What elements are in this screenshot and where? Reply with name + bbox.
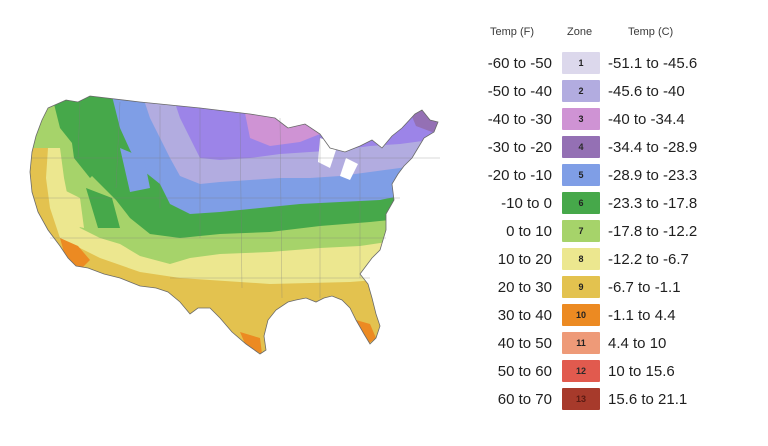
zone-swatch: 11 [562,332,600,354]
legend-row: 10 to 20 8 -12.2 to -6.7 [470,248,760,272]
legend-temp-f: 0 to 10 [506,223,552,240]
legend-temp-c: -1.1 to 4.4 [608,307,676,324]
legend-temp-f: 50 to 60 [497,363,552,380]
zone-swatch: 10 [562,304,600,326]
zone-10-florida-area [356,320,376,344]
legend-temp-c: -40 to -34.4 [608,111,685,128]
zone-3-area [240,96,320,146]
legend-temp-c: 15.6 to 21.1 [608,391,688,408]
legend-header-zone: Zone [567,26,593,38]
legend-row: -60 to -50 1 -51.1 to -45.6 [470,52,760,76]
state-borders [32,101,440,299]
legend-row: 30 to 40 10 -1.1 to 4.4 [470,304,760,328]
legend-temp-f: -50 to -40 [487,83,552,100]
legend-row: 40 to 50 11 4.4 to 10 [470,332,760,356]
zone-9-west-area [30,118,60,248]
zone-5-mountain-area [120,148,150,192]
legend-header-celsius: Temp (C) [628,26,674,38]
legend-row: 20 to 30 9 -6.7 to -1.1 [470,276,760,300]
lake-michigan [340,158,358,180]
legend-temp-c: -45.6 to -40 [608,83,685,100]
zone-swatch: 13 [562,388,600,410]
legend-temp-c: 10 to 15.6 [608,363,675,380]
zone-bands [30,96,438,354]
legend-temp-c: -34.4 to -28.9 [608,139,698,156]
zone-swatch: 2 [562,80,600,102]
legend-row: 60 to 70 13 15.6 to 21.1 [470,388,760,412]
zone-swatch: 12 [562,360,600,382]
legend-temp-f: -60 to -50 [487,55,552,72]
us-hardiness-map [29,95,440,355]
legend-temp-c: -17.8 to -12.2 [608,223,698,240]
legend-temp-c: 4.4 to 10 [608,335,667,352]
legend-temp-c: -28.9 to -23.3 [608,167,698,184]
legend-temp-f: -40 to -30 [487,111,552,128]
legend-header-fahrenheit: Temp (F) [490,26,534,38]
zone-swatch: 4 [562,136,600,158]
legend-temp-f: 20 to 30 [497,279,552,296]
legend-row: 50 to 60 12 10 to 15.6 [470,360,760,384]
legend-row: -10 to 0 6 -23.3 to -17.8 [470,192,760,216]
legend-row: -30 to -20 4 -34.4 to -28.9 [470,136,760,160]
legend-temp-c: -12.2 to -6.7 [608,251,689,268]
legend-temp-f: 30 to 40 [497,307,552,324]
zone-swatch: 3 [562,108,600,130]
legend-temp-f: -30 to -20 [487,139,552,156]
zone-swatch: 7 [562,220,600,242]
zone-swatch: 1 [562,52,600,74]
zone-swatch: 9 [562,276,600,298]
zone-swatch: 8 [562,248,600,270]
zone-10-area [60,238,90,270]
legend-temp-c: -51.1 to -45.6 [608,55,698,72]
legend-temp-c: -6.7 to -1.1 [608,279,681,296]
zone-10-texas-area [240,332,262,354]
zone-swatch: 5 [562,164,600,186]
legend-temp-c: -23.3 to -17.8 [608,195,698,212]
legend-temp-f: 40 to 50 [497,335,552,352]
legend-row: -50 to -40 2 -45.6 to -40 [470,80,760,104]
legend-temp-f: -20 to -10 [487,167,552,184]
zone-swatch: 6 [562,192,600,214]
legend-temp-f: 60 to 70 [497,391,552,408]
zone-6-mountain-area [70,128,110,178]
legend-temp-f: 10 to 20 [497,251,552,268]
legend-row: 0 to 10 7 -17.8 to -12.2 [470,220,760,244]
zone-legend: Temp (F) Zone Temp (C) -60 to -50 1 -51.… [470,22,760,422]
legend-row: -40 to -30 3 -40 to -34.4 [470,108,760,132]
legend-row: -20 to -10 5 -28.9 to -23.3 [470,164,760,188]
legend-temp-f: -10 to 0 [501,195,552,212]
